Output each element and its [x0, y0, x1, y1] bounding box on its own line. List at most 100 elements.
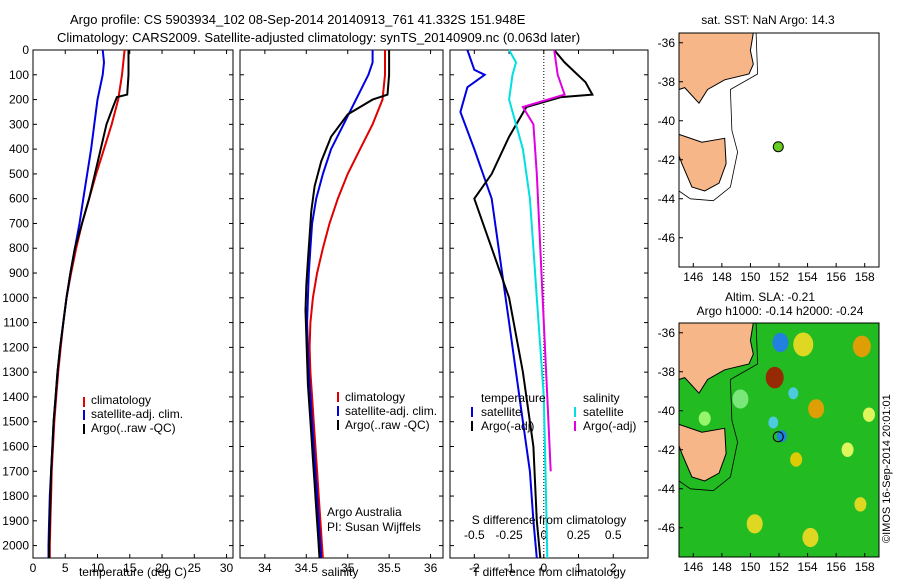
sla-map-panel: Altim. SLA: -0.21 Argo h1000: -0.14 h200… — [658, 290, 893, 574]
map-x-tick-label: 156 — [826, 270, 846, 284]
annotation-pi: PI: Susan Wijffels — [327, 520, 421, 534]
map-x-tick-label: 148 — [712, 270, 732, 284]
series-line — [48, 50, 130, 558]
annotation-argo-australia: Argo Australia — [327, 505, 402, 519]
map-x-tick-label: 150 — [740, 560, 760, 574]
legend-argo-s: Argo(..raw -QC) — [345, 418, 430, 432]
legend-climatology: climatology — [91, 393, 151, 407]
sla-anomaly — [841, 442, 854, 457]
map-x-tick-label: 156 — [826, 560, 846, 574]
series-line — [473, 49, 595, 559]
sla-map-plot: 146 148 150 152 154 156 158 -36 -38 -40 -42 -44 -46 — [658, 322, 879, 574]
sst-map-panel: sat. SST: NaN Argo: 14.3 146 148 150 152 154… — [658, 13, 880, 284]
legend-title-temperature: temperature — [481, 391, 546, 405]
x-tick-label: -2 — [469, 561, 480, 575]
y-tick-label: 600 — [9, 192, 29, 206]
s-tick-label: 0 — [540, 528, 547, 542]
y-tick-label: 1500 — [2, 415, 29, 429]
x-tick-label: 10 — [91, 561, 105, 575]
legend-t-argo: Argo(-adj) — [481, 419, 534, 433]
y-tick-label: 2000 — [2, 539, 29, 553]
x-tick-label: 34.5 — [295, 561, 319, 575]
x-tick-label: 25 — [188, 561, 202, 575]
sla-anomaly — [808, 399, 825, 419]
series-line — [308, 50, 386, 559]
y-tick-label: 1600 — [2, 439, 29, 453]
temperature-xlabel: temperature (deg C) — [79, 565, 187, 579]
y-tick-label: 1300 — [2, 365, 29, 379]
y-tick-label: 900 — [9, 266, 29, 280]
temperature-legend: climatology satellite-adj. clim. Argo(..… — [83, 393, 183, 435]
x-tick-label: 36 — [424, 561, 438, 575]
y-tick-label: 200 — [9, 93, 29, 107]
difference-legend: temperature salinity satellite Argo(-adj… — [471, 391, 636, 433]
sla-anomaly — [793, 332, 814, 357]
y-tick-label: 100 — [9, 68, 29, 82]
difference-xlabel: T difference from climatology — [472, 565, 626, 579]
sst-map-plot: 146 148 150 152 154 156 158 -36 -38 -40 -42 -44 -46 — [658, 32, 875, 284]
y-tick-label: 400 — [9, 142, 29, 156]
sla-anomaly — [746, 514, 763, 534]
map-x-tick-label: 146 — [683, 560, 703, 574]
y-tick-label: 300 — [9, 117, 29, 131]
y-tick-label: 1400 — [2, 390, 29, 404]
sla-anomaly — [772, 332, 789, 353]
map-y-tick-label: -44 — [658, 482, 676, 496]
y-tick-label: 0 — [22, 43, 29, 57]
x-tick-label: -1 — [504, 561, 515, 575]
map-x-tick-label: 148 — [712, 560, 732, 574]
sla-anomaly — [863, 407, 875, 422]
y-tick-label: 1800 — [2, 489, 29, 503]
x-tick-label: 34 — [258, 561, 272, 575]
header-line1: Argo profile: CS 5903934_102 08-Sep-2014… — [70, 12, 526, 27]
y-tick-label: 1000 — [2, 291, 29, 305]
series-line — [304, 50, 391, 559]
series-line — [508, 49, 549, 559]
salinity-panel: 34 34.5 35 35.5 36 climatology satellite-adj… — [239, 49, 444, 579]
map-y-tick-label: -42 — [658, 443, 676, 457]
map-y-tick-label: -46 — [658, 521, 676, 535]
mainland-shape — [678, 322, 754, 395]
map-y-tick-label: -40 — [658, 114, 676, 128]
map-x-tick-label: 154 — [798, 560, 818, 574]
float-position-marker — [772, 141, 784, 153]
x-tick-label: 35.5 — [377, 561, 401, 575]
sla-anomaly — [698, 411, 711, 426]
map-x-tick-label: 152 — [769, 560, 789, 574]
shelf-contour — [678, 32, 759, 202]
legend-satellite: satellite-adj. clim. — [91, 407, 183, 421]
sla-anomaly — [790, 452, 803, 467]
y-tick-label: 1900 — [2, 514, 29, 528]
float-position-marker — [772, 431, 784, 443]
map-y-tick-label: -36 — [658, 326, 676, 340]
s-tick-label: 0.5 — [605, 528, 622, 542]
map-y-tick-label: -38 — [658, 75, 676, 89]
map-x-tick-label: 152 — [769, 270, 789, 284]
sst-map-title: sat. SST: NaN Argo: 14.3 — [701, 13, 835, 27]
sla-map-title: Altim. SLA: -0.21 — [725, 290, 815, 304]
imos-side-label: ©IMOS 16-Sep-2014 20:01:01 — [881, 394, 893, 543]
difference-xlabel-top: S difference from climatology — [472, 513, 627, 527]
s-tick-label: -0.5 — [464, 528, 485, 542]
sla-anomaly — [788, 387, 799, 400]
legend-satellite-s: satellite-adj. clim. — [345, 404, 437, 418]
difference-panel: -2 -1 0 1 2 -0.5 -0.25 0 0.25 0.5 temperature sal… — [449, 49, 649, 579]
x-tick-label: 20 — [155, 561, 169, 575]
series-line — [521, 49, 566, 472]
map-y-tick-label: -44 — [658, 192, 676, 206]
x-tick-label: 2 — [610, 561, 617, 575]
sla-map-subtitle: Argo h1000: -0.14 h2000: -0.24 — [697, 304, 864, 318]
y-tick-label: 1200 — [2, 340, 29, 354]
s-tick-label: 0.25 — [567, 528, 591, 542]
difference-plot: -2 -1 0 1 2 -0.5 -0.25 0 0.25 0.5 — [450, 49, 648, 575]
salinity-legend: climatology satellite-adj. clim. Argo(..… — [337, 390, 437, 432]
sla-anomaly — [852, 335, 871, 358]
map-x-tick-label: 158 — [855, 560, 875, 574]
x-tick-label: 5 — [62, 561, 69, 575]
map-y-tick-label: -38 — [658, 365, 676, 379]
x-tick-label: 15 — [123, 561, 137, 575]
salinity-plot: 34 34.5 35 35.5 36 — [240, 49, 443, 575]
sla-anomaly — [768, 416, 779, 429]
legend-t-satellite: satellite — [481, 405, 522, 419]
